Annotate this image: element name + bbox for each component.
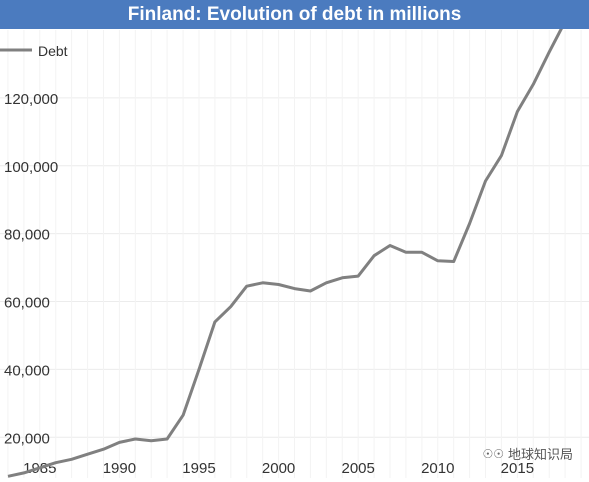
- y-tick-label: 100,000: [4, 159, 58, 176]
- axis-ticks: 20,000 40,000 60,000 80,000 100,000 120,000 19…: [4, 91, 534, 477]
- y-tick-label: 60,000: [4, 295, 50, 312]
- series-layer: [7, 10, 582, 478]
- watermark: ☉☉ 地球知识局: [482, 444, 573, 464]
- y-tick-label: 120,000: [4, 91, 58, 108]
- grid-lines: [0, 30, 589, 478]
- chart-title: Finland: Evolution of debt in millions: [0, 0, 589, 29]
- x-tick-label: 1990: [103, 460, 136, 477]
- series-line-debt: [7, 10, 582, 478]
- x-tick-label: 2005: [341, 460, 374, 477]
- y-tick-label: 80,000: [4, 227, 50, 244]
- x-tick-label: 2010: [421, 460, 454, 477]
- x-tick-label: 2000: [262, 460, 295, 477]
- legend-label-debt: Debt: [38, 43, 68, 59]
- wechat-icon: ☉☉: [482, 446, 504, 461]
- y-tick-label: 20,000: [4, 430, 50, 447]
- x-tick-label: 1995: [182, 460, 215, 477]
- legend: Debt: [0, 43, 68, 59]
- watermark-text: 地球知识局: [507, 448, 573, 463]
- y-tick-label: 40,000: [4, 362, 50, 379]
- x-tick-label: 2015: [501, 460, 534, 477]
